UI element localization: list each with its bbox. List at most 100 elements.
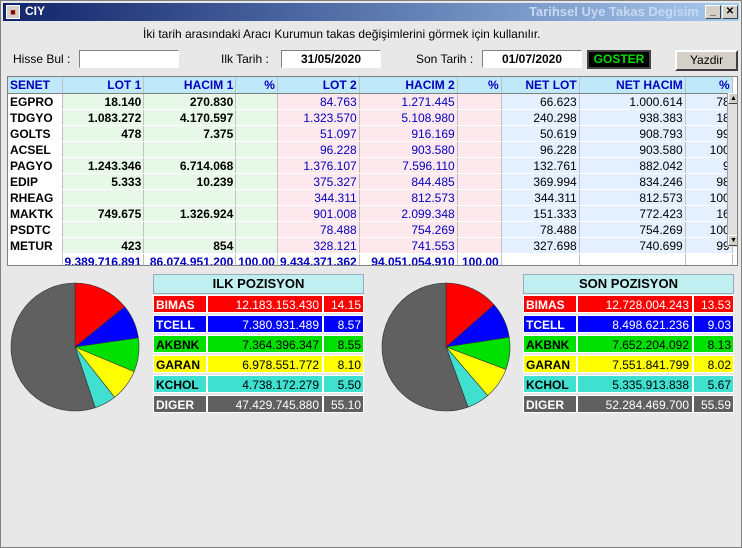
grid-cell — [143, 221, 237, 238]
grid-cell: 754.269 — [579, 221, 686, 238]
grid-cell: 4.170.597 — [143, 109, 237, 126]
grid-cell — [62, 141, 145, 158]
grid-scrollbar[interactable]: ▲ ▼ — [727, 93, 737, 247]
grid-cell: 7.375 — [143, 125, 237, 142]
grid-cell: 478 — [62, 125, 145, 142]
minimize-button[interactable]: _ — [705, 5, 721, 19]
info-text: İki tarih arasındaki Aracı Kurumun takas… — [143, 27, 541, 41]
takas-grid[interactable]: SENET LOT 1 HACIM 1% LOT 2 HACIM 2% NET LOT NE… — [7, 76, 738, 266]
table-row[interactable]: EDIP 5.333 10.239 375.327 844.485 369.994 834.… — [8, 173, 733, 190]
grid-header-9[interactable]: % — [685, 77, 733, 94]
grid-cell: 754.269 — [359, 221, 458, 238]
grid-cell: 916.169 — [359, 125, 458, 142]
table-row[interactable]: METUR 423 854 328.121 741.553 327.698 740.699 9… — [8, 237, 733, 254]
window-subtitle: Tarihsel Uye Takas Degisim — [528, 4, 699, 19]
grid-cell: 369.994 — [501, 173, 580, 190]
grid-cell — [457, 173, 502, 190]
title-bar[interactable]: ■ CIY Tarihsel Uye Takas Degisim _ ✕ — [3, 3, 739, 21]
position-value: 6.978.551.772 — [207, 355, 323, 373]
grid-cell: 5.333 — [62, 173, 145, 190]
table-row[interactable]: TDGYO 1.083.272 4.170.597 1.323.570 5.108.98… — [8, 109, 733, 126]
position-percent: 8.10 — [323, 355, 364, 373]
grid-cell: GOLTS — [8, 125, 63, 142]
grid-cell — [457, 157, 502, 174]
position-percent: 5.67 — [693, 375, 734, 393]
position-percent: 9.03 — [693, 315, 734, 333]
position-value: 47.429.745.880 — [207, 395, 323, 413]
grid-cell: 99 — [685, 125, 733, 142]
grid-header-0[interactable]: SENET — [8, 77, 63, 94]
position-value: 7.551.841.799 — [577, 355, 693, 373]
grid-cell: 903.580 — [359, 141, 458, 158]
grid-header-6[interactable]: % — [457, 77, 502, 94]
grid-header-8[interactable]: NET HACIM — [579, 77, 686, 94]
grid-header-7[interactable]: NET LOT — [501, 77, 580, 94]
position-percent: 55.59 — [693, 395, 734, 413]
grid-header-1[interactable]: LOT 1 — [62, 77, 145, 94]
table-row[interactable]: RHEAG 344.311 812.573 344.311 812.573 100 — [8, 189, 733, 206]
position-name: AKBNK — [523, 335, 577, 353]
position-percent: 8.55 — [323, 335, 364, 353]
total-cell: 100,00 — [457, 253, 502, 265]
son-tarih-field[interactable]: 01/07/2020 — [482, 50, 582, 68]
table-row[interactable]: MAKTK 749.675 1.326.924 901.008 2.099.348 151… — [8, 205, 733, 222]
grid-cell — [457, 221, 502, 238]
total-cell — [685, 253, 733, 265]
grid-cell: 328.121 — [277, 237, 360, 254]
position-name: AKBNK — [153, 335, 207, 353]
grid-cell: 151.333 — [501, 205, 580, 222]
grid-header-3[interactable]: % — [235, 77, 278, 94]
grid-cell: 270.830 — [143, 93, 237, 110]
position-value: 7.380.931.489 — [207, 315, 323, 333]
position-percent: 55.10 — [323, 395, 364, 413]
grid-header-4[interactable]: LOT 2 — [277, 77, 360, 94]
grid-cell: 132.761 — [501, 157, 580, 174]
grid-cell: PAGYO — [8, 157, 63, 174]
position-value: 7.364.396.347 — [207, 335, 323, 353]
yazdir-button[interactable]: Yazdir — [675, 50, 738, 71]
position-percent: 13.53 — [693, 295, 734, 313]
total-cell — [579, 253, 686, 265]
grid-header-2[interactable]: HACIM 1 — [143, 77, 237, 94]
total-cell: 9.389.716.891 — [62, 253, 145, 265]
position-name: BIMAS — [523, 295, 577, 313]
position-name: BIMAS — [153, 295, 207, 313]
ilk-pozisyon-title: ILK POZISYON — [153, 274, 364, 294]
position-name: GARAN — [523, 355, 577, 373]
grid-cell: 812.573 — [579, 189, 686, 206]
grid-cell — [235, 141, 278, 158]
grid-cell: 98 — [685, 173, 733, 190]
goster-button[interactable]: GOSTER — [587, 50, 651, 69]
grid-cell: 78.488 — [501, 221, 580, 238]
ilk-tarih-field[interactable]: 31/05/2020 — [281, 50, 381, 68]
table-row[interactable]: EGPRO 18.140 270.830 84.763 1.271.445 66.623 1… — [8, 93, 733, 110]
pie-slice-bimas — [74, 282, 126, 348]
scroll-down-icon[interactable]: ▼ — [728, 235, 737, 246]
table-row[interactable]: ACSEL 96.228 903.580 96.228 903.580 100 — [8, 141, 733, 158]
grid-cell: 423 — [62, 237, 145, 254]
table-row[interactable]: PAGYO 1.243.346 6.714.068 1.376.107 7.596.11… — [8, 157, 733, 174]
table-row[interactable]: PSDTC 78.488 754.269 78.488 754.269 100 — [8, 221, 733, 238]
grid-cell — [235, 93, 278, 110]
scroll-up-icon[interactable]: ▲ — [728, 93, 737, 104]
grid-cell: 9 — [685, 157, 733, 174]
grid-cell: MAKTK — [8, 205, 63, 222]
grid-cell: 51.097 — [277, 125, 360, 142]
grid-cell: 344.311 — [277, 189, 360, 206]
grid-cell — [457, 189, 502, 206]
position-value: 7.652.204.092 — [577, 335, 693, 353]
pie-slice-diger — [10, 282, 96, 412]
grid-cell: METUR — [8, 237, 63, 254]
ilk-tarih-label: Ilk Tarih : — [221, 52, 269, 66]
close-button[interactable]: ✕ — [722, 5, 738, 19]
grid-cell: 749.675 — [62, 205, 145, 222]
grid-cell: 96.228 — [277, 141, 360, 158]
grid-cell: 1.083.272 — [62, 109, 145, 126]
position-name: DIGER — [523, 395, 577, 413]
table-row[interactable]: GOLTS 478 7.375 51.097 916.169 50.619 908.793 9… — [8, 125, 733, 142]
position-value: 5.335.913.838 — [577, 375, 693, 393]
grid-header-5[interactable]: HACIM 2 — [359, 77, 458, 94]
hisse-search-input[interactable] — [79, 50, 179, 68]
position-percent: 14.15 — [323, 295, 364, 313]
position-name: KCHOL — [523, 375, 577, 393]
